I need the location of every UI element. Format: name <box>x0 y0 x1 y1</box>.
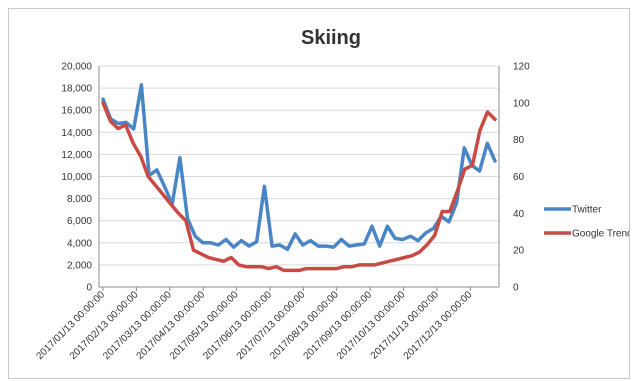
y-left-tick-label: 10,000 <box>61 172 92 183</box>
y-left-tick-label: 14,000 <box>61 128 92 139</box>
y-left-tick-label: 4,000 <box>67 238 92 249</box>
y-left-tick-label: 6,000 <box>67 216 92 227</box>
legend-label: Twitter <box>572 205 602 216</box>
y-right-tick-label: 100 <box>513 98 530 109</box>
y-right-tick-label: 40 <box>513 209 525 220</box>
chart-frame: 0 2,000 4,000 6,000 8,000 10,000 12,000 14,000 1… <box>8 8 630 379</box>
legend-label: Google Trends <box>572 229 629 240</box>
y-left-tick-label: 20,000 <box>61 62 92 73</box>
y-left-tick-label: 0 <box>86 283 92 294</box>
y-right-tick-label: 60 <box>513 172 525 183</box>
y-right-tick-label: 120 <box>513 62 530 73</box>
y-right-tick-label: 20 <box>513 246 525 257</box>
y-left-tick-label: 8,000 <box>67 194 92 205</box>
series-line-google-trends <box>101 101 497 273</box>
chart-svg: 0 2,000 4,000 6,000 8,000 10,000 12,000 14,000 1… <box>34 27 629 363</box>
series-line-twitter <box>101 83 497 252</box>
y-left-tick-label: 16,000 <box>61 106 92 117</box>
y-right-tick-label: 80 <box>513 135 525 146</box>
x-tick-label: 2017/12/13 00:00:00 <box>402 289 475 362</box>
chart-title: Skiing <box>301 27 361 49</box>
axis-layer: 0 2,000 4,000 6,000 8,000 10,000 12,000 14,000 1… <box>34 62 530 363</box>
y-left-tick-label: 18,000 <box>61 84 92 95</box>
y-right-tick-label: 0 <box>513 283 519 294</box>
y-left-tick-label: 12,000 <box>61 150 92 161</box>
y-left-tick-label: 2,000 <box>67 260 92 271</box>
grid-layer <box>99 65 499 288</box>
legend: Twitter Google Trends <box>544 205 629 240</box>
series-layer <box>101 83 497 273</box>
